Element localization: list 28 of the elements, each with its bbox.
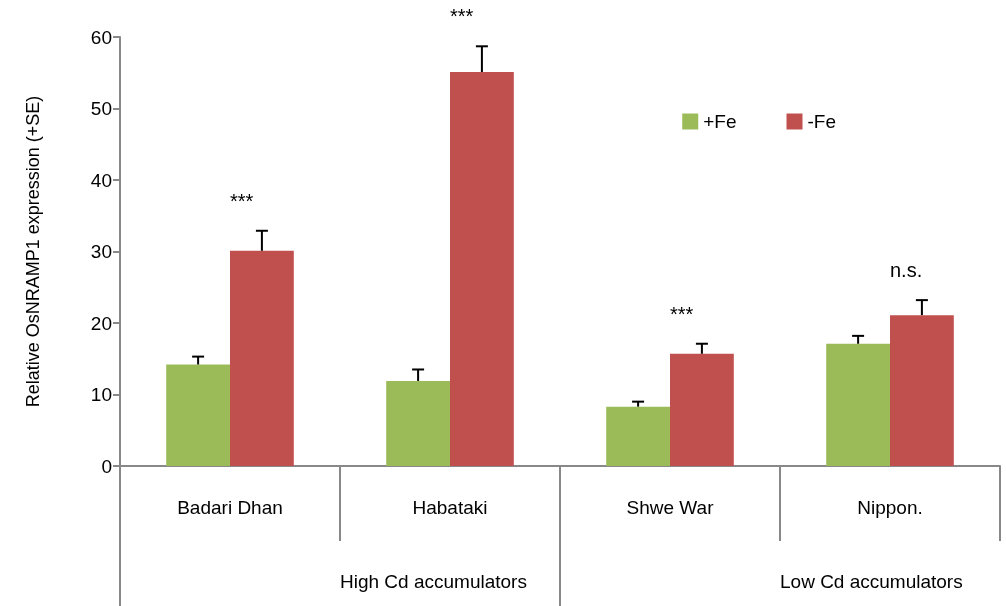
y-tick-label: 40 <box>90 169 112 191</box>
text: *** <box>450 5 474 28</box>
annotation: *** <box>670 302 694 325</box>
x-tick-label: Badari Dhan <box>177 497 283 518</box>
annotation: *** <box>230 189 254 212</box>
x-tick-label: Habataki <box>412 497 488 518</box>
bar <box>166 364 230 466</box>
text: Low Cd accumulators <box>779 571 963 592</box>
annotation: n.s. <box>889 259 923 282</box>
y-tick-label: 10 <box>90 384 112 405</box>
bar <box>606 406 670 466</box>
y-tick-label: 30 <box>90 241 112 262</box>
x-tick-label: Shwe War <box>626 497 715 518</box>
x-tick-label: Nippon. <box>857 497 923 518</box>
bar <box>890 315 954 466</box>
bar <box>230 250 294 466</box>
legend-label: +Fe <box>703 111 737 132</box>
bar <box>450 72 514 466</box>
y-tick-label: 0 <box>101 455 112 477</box>
bar <box>670 353 734 466</box>
y-tick-label: 20 <box>90 312 112 334</box>
legend-label: -Fe <box>807 111 836 132</box>
y-tick-label: 50 <box>90 98 112 119</box>
y-axis-title: Relative OsNRAMP1 expression (+SE) <box>23 95 43 408</box>
bar <box>826 343 890 466</box>
text: High Cd accumulators <box>339 571 527 592</box>
bar <box>386 380 450 466</box>
y-tick-label: 60 <box>90 26 112 48</box>
